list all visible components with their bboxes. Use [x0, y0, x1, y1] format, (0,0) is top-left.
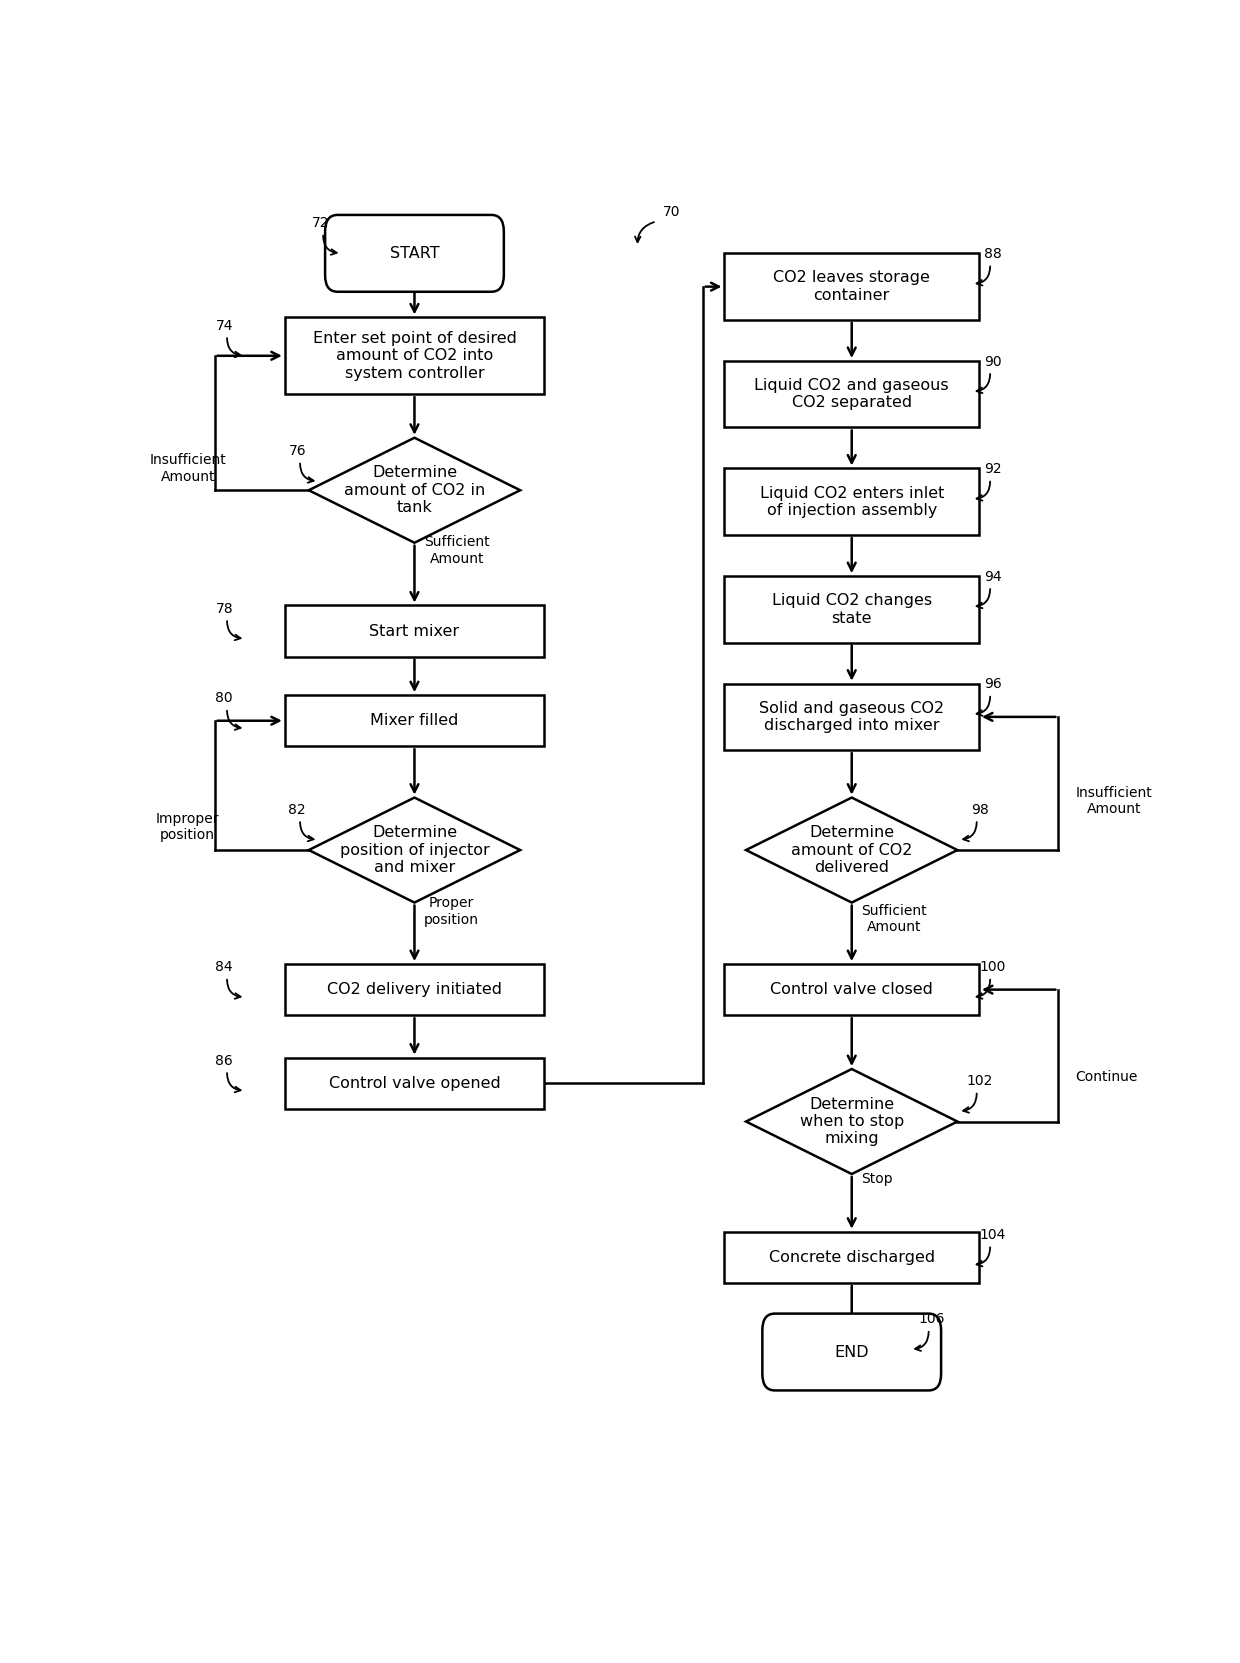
- Bar: [724, 575, 980, 642]
- Text: 84: 84: [216, 960, 233, 975]
- Bar: [285, 965, 544, 1014]
- Text: Enter set point of desired
amount of CO2 into
system controller: Enter set point of desired amount of CO2…: [312, 331, 516, 381]
- Text: 74: 74: [216, 319, 233, 333]
- Bar: [285, 318, 544, 394]
- Text: Control valve opened: Control valve opened: [329, 1076, 501, 1091]
- Text: Sufficient
Amount: Sufficient Amount: [424, 535, 490, 565]
- Bar: [724, 1232, 980, 1282]
- Text: START: START: [389, 246, 439, 261]
- Bar: [285, 695, 544, 747]
- Text: Continue: Continue: [1075, 1069, 1138, 1084]
- Text: 76: 76: [289, 444, 306, 459]
- Text: CO2 leaves storage
container: CO2 leaves storage container: [774, 271, 930, 303]
- Text: CO2 delivery initiated: CO2 delivery initiated: [327, 983, 502, 998]
- Text: Mixer filled: Mixer filled: [371, 713, 459, 728]
- Text: 100: 100: [980, 960, 1006, 975]
- Bar: [285, 605, 544, 657]
- Text: Liquid CO2 enters inlet
of injection assembly: Liquid CO2 enters inlet of injection ass…: [760, 486, 944, 517]
- Polygon shape: [746, 1069, 957, 1174]
- Text: 90: 90: [985, 354, 1002, 369]
- Text: 106: 106: [919, 1312, 945, 1327]
- Text: 98: 98: [971, 803, 988, 817]
- Text: Stop: Stop: [862, 1172, 893, 1186]
- Text: 82: 82: [289, 803, 306, 817]
- Text: Insufficient
Amount: Insufficient Amount: [1075, 787, 1152, 817]
- Text: 92: 92: [985, 462, 1002, 476]
- Text: Solid and gaseous CO2
discharged into mixer: Solid and gaseous CO2 discharged into mi…: [759, 700, 945, 733]
- Text: Determine
amount of CO2 in
tank: Determine amount of CO2 in tank: [343, 466, 485, 516]
- Text: END: END: [835, 1344, 869, 1360]
- Text: Start mixer: Start mixer: [370, 624, 460, 639]
- Text: 86: 86: [216, 1054, 233, 1068]
- Text: 96: 96: [985, 677, 1002, 692]
- Text: 78: 78: [216, 602, 233, 615]
- Text: 72: 72: [311, 216, 329, 229]
- Text: 102: 102: [966, 1074, 993, 1088]
- Bar: [724, 361, 980, 427]
- Bar: [724, 965, 980, 1014]
- Text: Determine
amount of CO2
delivered: Determine amount of CO2 delivered: [791, 825, 913, 875]
- Text: 94: 94: [985, 570, 1002, 584]
- Text: Liquid CO2 changes
state: Liquid CO2 changes state: [771, 594, 931, 625]
- Text: 70: 70: [662, 205, 680, 220]
- Polygon shape: [309, 798, 521, 903]
- Bar: [724, 253, 980, 319]
- Polygon shape: [746, 798, 957, 903]
- Text: Sufficient
Amount: Sufficient Amount: [862, 905, 928, 935]
- Text: Determine
when to stop
mixing: Determine when to stop mixing: [800, 1096, 904, 1146]
- Text: 88: 88: [985, 248, 1002, 261]
- FancyBboxPatch shape: [763, 1314, 941, 1390]
- Text: Improper
position: Improper position: [156, 812, 219, 841]
- Bar: [724, 683, 980, 750]
- Text: Control valve closed: Control valve closed: [770, 983, 934, 998]
- Text: Determine
position of injector
and mixer: Determine position of injector and mixer: [340, 825, 490, 875]
- Text: Liquid CO2 and gaseous
CO2 separated: Liquid CO2 and gaseous CO2 separated: [754, 378, 949, 411]
- Text: Proper
position: Proper position: [424, 896, 479, 926]
- Bar: [285, 1058, 544, 1109]
- Text: Insufficient
Amount: Insufficient Amount: [149, 454, 226, 484]
- Bar: [724, 469, 980, 535]
- FancyBboxPatch shape: [325, 215, 503, 291]
- Polygon shape: [309, 437, 521, 542]
- Text: 80: 80: [216, 692, 233, 705]
- Text: Concrete discharged: Concrete discharged: [769, 1251, 935, 1266]
- Text: 104: 104: [980, 1227, 1006, 1242]
